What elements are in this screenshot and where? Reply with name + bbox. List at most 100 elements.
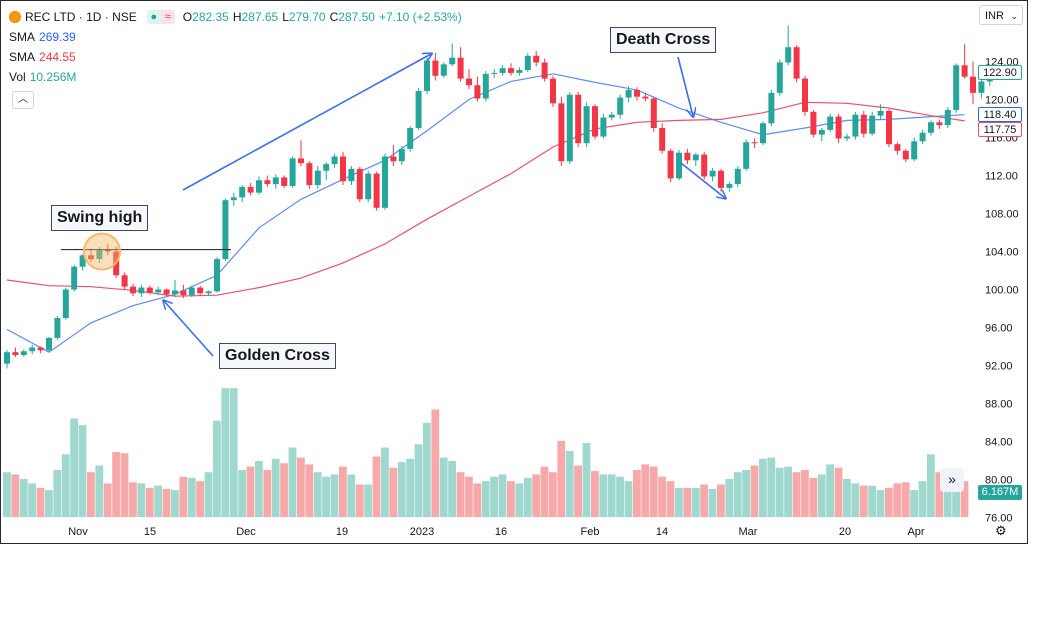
volume-bar — [834, 467, 843, 517]
candle-body — [340, 156, 346, 182]
swing-high-circle — [83, 232, 121, 271]
volume-bar — [70, 418, 78, 517]
candle-body — [650, 98, 657, 128]
death-cross-callout: Death Cross — [610, 27, 717, 53]
volume-bar — [297, 457, 305, 517]
candle-body — [12, 352, 19, 356]
sma-fast-legend[interactable]: SMA 269.39 — [9, 27, 466, 47]
chart-legend: REC LTD · 1D · NSE ● ≈ O282.35 H287.65 L27… — [9, 7, 466, 87]
volume-bar — [759, 458, 767, 517]
ohlc-value-c: 287.50 — [338, 10, 375, 24]
candle-body — [600, 117, 607, 137]
time-tick-label: Mar — [739, 526, 758, 538]
volume-bar — [179, 476, 188, 517]
currency-select[interactable]: INR ⌄ — [979, 5, 1023, 25]
candle-body — [936, 122, 943, 126]
candle-body — [760, 123, 766, 144]
volume-bar — [775, 467, 784, 517]
candle-body — [4, 352, 10, 364]
candle-body — [449, 57, 456, 65]
last-price-tag: 122.90 — [978, 65, 1022, 80]
candle-body — [256, 180, 262, 193]
volume-bar — [633, 469, 641, 517]
volume-bar — [616, 476, 624, 517]
candle-body — [398, 148, 405, 162]
candle-body — [407, 128, 414, 149]
volume-bar — [246, 466, 255, 517]
volume-label: Vol — [9, 70, 26, 84]
volume-bar — [355, 484, 364, 517]
death-cross-arrow — [677, 56, 693, 116]
volume-bar — [658, 476, 666, 517]
symbol-row: REC LTD · 1D · NSE ● ≈ O282.35 H287.65 L27… — [9, 7, 466, 27]
candle-body — [550, 78, 556, 104]
candle-body — [684, 152, 691, 161]
candle-body — [692, 154, 699, 161]
candle-body — [818, 129, 825, 135]
candle-body — [734, 168, 741, 185]
volume-bar — [196, 481, 204, 517]
time-tick-label: 20 — [839, 526, 851, 538]
currency-label: INR — [985, 10, 1004, 22]
double-chevron-right-icon: » — [948, 471, 956, 487]
candle-body — [214, 259, 220, 292]
volume-bar — [540, 466, 549, 517]
candle-body — [886, 110, 892, 145]
candle-body — [289, 158, 296, 186]
indicator-pill[interactable]: ● ≈ — [146, 10, 175, 24]
volume-bar — [574, 465, 582, 517]
ohlc-key-l: L — [282, 10, 289, 24]
candle-body — [482, 73, 489, 99]
volume-bar — [19, 478, 28, 517]
volume-bar — [784, 466, 792, 517]
volume-bar — [171, 490, 179, 517]
volume-bar — [28, 483, 36, 517]
volume-bar — [649, 466, 658, 517]
volume-bar — [87, 472, 95, 517]
sma-slow-legend[interactable]: SMA 244.55 — [9, 47, 466, 67]
volume-bar — [414, 444, 423, 517]
volume-tag: 6.167M — [978, 485, 1022, 500]
volume-bar — [607, 474, 616, 517]
volume-legend[interactable]: Vol 10.256M — [9, 67, 466, 87]
candle-body — [508, 68, 514, 73]
collapse-legend-button[interactable]: ︿ — [12, 91, 34, 109]
volume-bar — [691, 487, 700, 517]
candle-body — [592, 106, 598, 137]
candle-body — [88, 255, 94, 260]
volume-bar — [330, 474, 339, 517]
volume-bar — [36, 487, 45, 517]
volume-bar — [347, 474, 356, 517]
trend-down-arrow — [680, 162, 725, 198]
volume-bar — [95, 465, 104, 517]
candle-body — [306, 163, 313, 185]
candle-body — [172, 290, 178, 295]
volume-bar — [876, 490, 885, 517]
candle-body — [953, 65, 960, 110]
volume-bar — [221, 388, 230, 517]
candle-body — [314, 170, 321, 185]
time-tick-label: 15 — [144, 526, 156, 538]
volume-bar — [498, 474, 507, 517]
settings-gear-icon[interactable]: ⚙ — [995, 523, 1007, 538]
candle-body — [776, 62, 783, 93]
candlestick-chart[interactable]: 124.00120.00116.00112.00108.00104.00100.… — [1, 1, 1027, 543]
candle-body — [365, 173, 372, 200]
volume-bar — [162, 489, 171, 517]
candle-body — [961, 65, 968, 77]
ohlc-values: O282.35 H287.65 L279.70 C287.50 — [183, 7, 379, 27]
sma-fast-price-tag: 118.40 — [978, 107, 1022, 122]
scroll-to-realtime-button[interactable]: » — [940, 468, 964, 492]
change-value: +7.10 (+2.53%) — [378, 10, 462, 24]
candle-body — [575, 94, 582, 144]
volume-bar — [910, 490, 918, 517]
symbol-title[interactable]: REC LTD · 1D · NSE — [25, 10, 137, 24]
candle-body — [457, 57, 464, 79]
candle-body — [701, 154, 708, 177]
volume-bar — [767, 457, 776, 517]
candle-body — [541, 62, 548, 79]
sma-slow-line — [6, 101, 965, 297]
candle-body — [298, 158, 304, 164]
candle-body — [96, 249, 103, 260]
candle-body — [205, 291, 212, 294]
